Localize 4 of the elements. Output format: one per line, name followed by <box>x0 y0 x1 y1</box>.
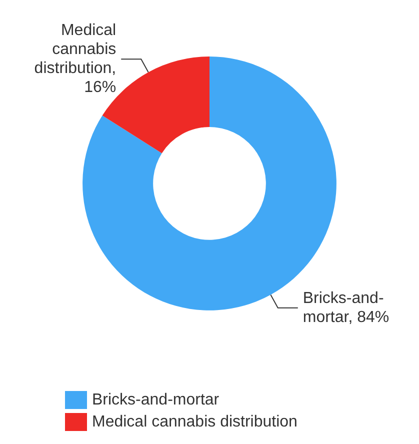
legend-label: Medical cannabis distribution <box>92 414 298 430</box>
data-label: Medical cannabis distribution, 16% <box>34 22 116 96</box>
data-label: Bricks-and- mortar, 84% <box>302 290 390 326</box>
legend-label: Bricks-and-mortar <box>92 392 220 408</box>
